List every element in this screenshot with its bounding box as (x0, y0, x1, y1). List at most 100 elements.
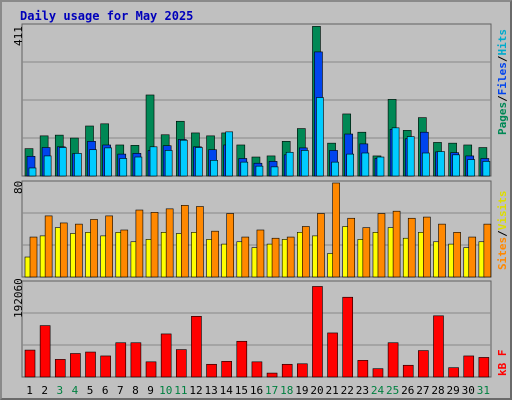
day-label: 30 (462, 384, 475, 397)
top-panel-legend: Pages/Files/Hits (496, 29, 509, 135)
bar-kbytes (85, 351, 96, 378)
bar-sites (75, 223, 83, 278)
chart-title: Daily usage for May 2025 (20, 9, 194, 23)
bar-sites (438, 223, 446, 278)
bar-sites (347, 217, 356, 278)
bar-kbytes (266, 372, 278, 378)
legend-files: Files (496, 62, 509, 96)
bar-hits (346, 153, 355, 177)
legend-sites: Sites (496, 236, 509, 270)
legend-kbytes: kB F (496, 349, 509, 377)
day-label: 17 (265, 384, 278, 397)
day-label: 1 (26, 384, 33, 397)
bar-kbytes (145, 361, 157, 378)
bar-sites (135, 209, 144, 278)
bar-hits (149, 146, 158, 177)
bar-sites (256, 229, 265, 278)
bar-sites (90, 219, 98, 278)
day-label: 24 (371, 384, 385, 397)
bar-kbytes (191, 316, 202, 378)
mid-panel-max-label: 80 (12, 180, 25, 194)
day-label: 31 (477, 384, 490, 397)
legend-pages: Pages (496, 101, 509, 135)
bar-hits (285, 151, 294, 177)
day-label: 21 (326, 384, 339, 397)
bar-hits (301, 150, 309, 177)
day-label: 22 (341, 384, 354, 397)
bar-kbytes (312, 286, 323, 378)
bar-hits (255, 165, 264, 177)
day-label: 13 (204, 384, 217, 397)
day-label: 19 (295, 384, 308, 397)
bar-kbytes (100, 355, 111, 378)
bar-hits (467, 159, 476, 177)
bar-kbytes (130, 342, 142, 378)
bar-kbytes (357, 360, 369, 378)
mid-panel-legend: Sites/Visits (496, 191, 509, 271)
bar-hits (406, 136, 415, 177)
bar-kbytes (54, 359, 66, 378)
bar-kbytes (342, 296, 354, 378)
day-label: 7 (117, 384, 124, 397)
day-label: 16 (250, 384, 263, 397)
bar-hits (361, 152, 370, 177)
bar-sites (362, 227, 371, 278)
day-label: 25 (386, 384, 399, 397)
bar-kbytes (402, 364, 414, 378)
day-label: 15 (235, 384, 248, 397)
bar-sites (332, 182, 340, 278)
day-label: 3 (57, 384, 64, 397)
legend-visits: Visits (496, 190, 509, 231)
bar-sites (392, 210, 401, 278)
bar-sites (468, 236, 477, 278)
bar-hits (164, 150, 173, 177)
bar-hits (270, 166, 279, 177)
day-label: 10 (159, 384, 172, 397)
bar-hits (119, 158, 128, 177)
bar-hits (179, 139, 188, 177)
bar-kbytes (372, 368, 384, 378)
bar-sites (271, 237, 280, 278)
day-label: 29 (447, 384, 460, 397)
day-label: 28 (431, 384, 444, 397)
bar-kbytes (160, 333, 172, 378)
bar-hits (43, 155, 52, 177)
bar-hits (482, 161, 491, 177)
day-label: 18 (280, 384, 293, 397)
bar-sites (44, 215, 53, 278)
bar-kbytes (175, 349, 187, 378)
legend-hits: Hits (496, 29, 509, 56)
bar-hits (134, 156, 143, 177)
bar-hits (391, 127, 400, 177)
bar-kbytes (387, 342, 399, 378)
bar-sites (165, 208, 174, 278)
bar-hits (104, 147, 112, 177)
bar-kbytes (39, 325, 51, 378)
bottom-panel-max-label: 192060 (12, 278, 25, 318)
bar-kbytes (206, 363, 217, 378)
bar-sites (302, 226, 310, 278)
bar-kbytes (418, 350, 429, 378)
bar-sites (423, 216, 431, 278)
day-label: 5 (87, 384, 94, 397)
bar-sites (29, 236, 38, 278)
bar-hits (316, 97, 324, 177)
legend-sep: / (496, 95, 509, 102)
day-label: 9 (147, 384, 154, 397)
bar-kbytes (24, 349, 36, 378)
bar-kbytes (463, 355, 475, 378)
legend-sep: / (496, 230, 509, 237)
day-label: 8 (132, 384, 139, 397)
bar-kbytes (448, 367, 459, 378)
bar-sites (407, 217, 416, 278)
bar-kbytes (478, 357, 490, 378)
bar-sites (377, 213, 386, 278)
bar-sites (120, 229, 129, 278)
bar-sites (317, 213, 325, 278)
bar-hits (225, 131, 233, 177)
day-label: 6 (102, 384, 109, 397)
panel-3-frame (21, 280, 492, 378)
day-label: 27 (416, 384, 429, 397)
day-label: 11 (174, 384, 187, 397)
bar-sites (59, 222, 68, 278)
